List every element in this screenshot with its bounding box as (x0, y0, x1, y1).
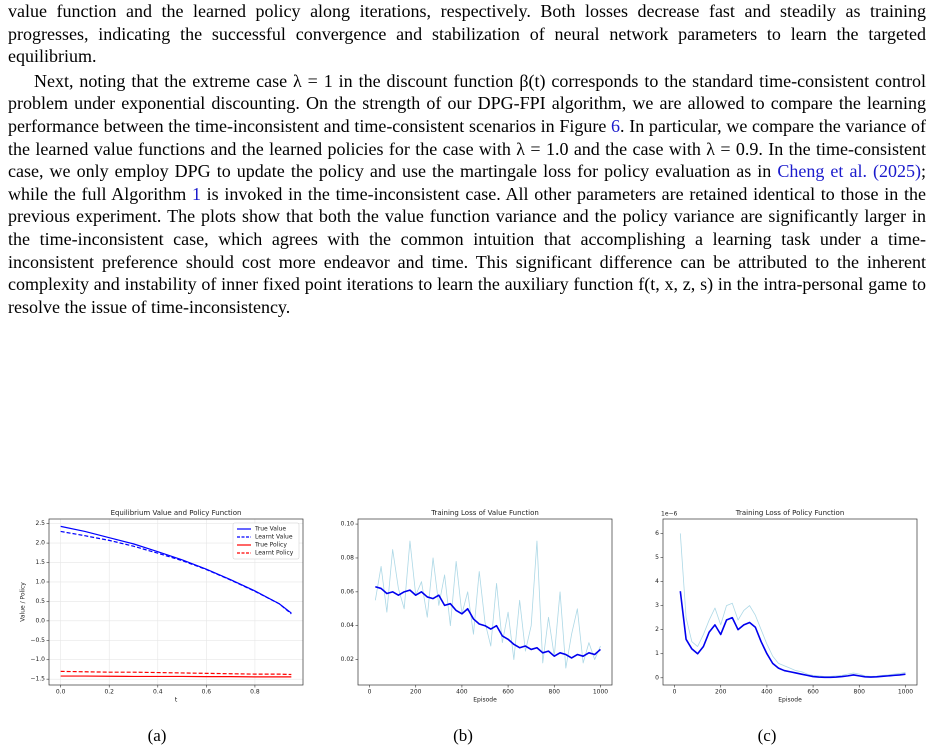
x-tick-label: 1000 (898, 689, 913, 696)
y-tick-label: 5 (655, 554, 659, 561)
figure-a: Equilibrium Value and Policy Function 0.0… (5, 503, 310, 718)
y-axis-label: Value / Policy (20, 582, 27, 622)
legend-label: Learnt Policy (255, 550, 294, 557)
x-tick-label: 800 (549, 689, 561, 696)
x-tick-label: 600 (807, 689, 819, 696)
y-tick-label: −1.0 (30, 656, 45, 663)
series-line (60, 675, 292, 678)
caption: (a) (147, 726, 167, 745)
legend-label: Learnt Value (255, 534, 293, 541)
legend-box (232, 522, 300, 560)
body-text: value function and the learned policy al… (8, 0, 926, 320)
caption: (c) (757, 726, 777, 745)
paragraph: Next, noting that the extreme case λ = 1… (8, 70, 926, 319)
y-tick-label: 3 (655, 602, 659, 609)
x-tick-label: 0 (368, 689, 372, 696)
plot-frame (48, 518, 304, 686)
text-run: . In particular, we compare the variance… (8, 115, 927, 182)
y-tick-label: −1.5 (30, 676, 45, 683)
x-tick-label: 600 (502, 689, 514, 696)
x-tick-label: 1000 (593, 689, 608, 696)
chart: Training Loss of Value Function 0 200 400 60… (341, 509, 613, 704)
axis-offset: 1e−6 (661, 511, 678, 518)
chart-title: Equilibrium Value and Policy Function (111, 509, 242, 517)
paragraph: value function and the learned policy al… (8, 1, 926, 67)
chart-title: Training Loss of Policy Function (735, 509, 845, 517)
y-tick-label: 0.5 (35, 598, 45, 605)
y-tick-label: 4 (655, 578, 659, 585)
caption: (b) (453, 726, 473, 745)
y-tick-label: 2 (655, 626, 659, 633)
y-tick-label: 2.0 (35, 540, 45, 547)
y-tick-label: 0.08 (341, 554, 355, 561)
x-axis-label: Episode (473, 697, 497, 704)
y-tick-label: 2.5 (35, 520, 45, 527)
y-tick-label: 1.5 (35, 559, 45, 566)
chart: Training Loss of Policy Function 0 200 400 6… (655, 509, 918, 704)
chart: Equilibrium Value and Policy Function 0.0… (20, 509, 304, 704)
plot-frame (662, 518, 918, 686)
x-tick-label: 0.2 (104, 689, 114, 696)
x-tick-label: 400 (761, 689, 773, 696)
y-tick-label: 0.10 (341, 521, 355, 528)
y-tick-label: 0.04 (341, 622, 355, 629)
link: 6 (611, 115, 621, 136)
x-tick-label: 200 (410, 689, 422, 696)
x-tick-label: 200 (715, 689, 727, 696)
y-tick-label: 0.0 (35, 617, 45, 624)
text-run: ; while the full Algorithm (8, 161, 927, 204)
chart-title: Training Loss of Value Function (430, 509, 539, 517)
x-axis-label: t (175, 697, 178, 704)
y-tick-label: 1 (655, 650, 659, 657)
x-tick-label: 400 (456, 689, 468, 696)
series-line (679, 591, 906, 679)
x-axis-label: Episode (778, 697, 802, 704)
series-line (374, 540, 601, 669)
x-tick-label: 800 (854, 689, 866, 696)
link: 1 (191, 183, 201, 204)
x-tick-label: 0.4 (153, 689, 163, 696)
y-tick-label: 0 (655, 674, 659, 681)
x-tick-label: 0 (673, 689, 677, 696)
legend-label: True Value (254, 526, 286, 533)
series-line (60, 530, 292, 615)
y-tick-label: 6 (655, 530, 659, 537)
legend-label: True Policy (254, 542, 287, 549)
link: Cheng et al. (2025) (777, 161, 921, 182)
y-tick-label: 0.06 (341, 588, 355, 595)
x-tick-label: 0.0 (56, 689, 66, 696)
figure-b: Training Loss of Value Function 0 200 400 60… (314, 503, 619, 718)
text-run: is invoked in the time-inconsistent case… (8, 183, 927, 317)
figure-c: Training Loss of Policy Function 0 200 400 6… (619, 503, 924, 718)
plot-frame (357, 518, 613, 686)
series-line (60, 670, 292, 676)
x-tick-label: 0.8 (250, 689, 260, 696)
y-tick-label: −0.5 (30, 637, 45, 644)
y-tick-label: 1.0 (35, 578, 45, 585)
y-tick-label: 0.02 (341, 656, 355, 663)
text-run: Next, noting that the extreme case λ = 1… (8, 70, 926, 136)
x-tick-label: 0.6 (202, 689, 212, 696)
series-line (375, 585, 601, 659)
series-line (679, 533, 906, 677)
